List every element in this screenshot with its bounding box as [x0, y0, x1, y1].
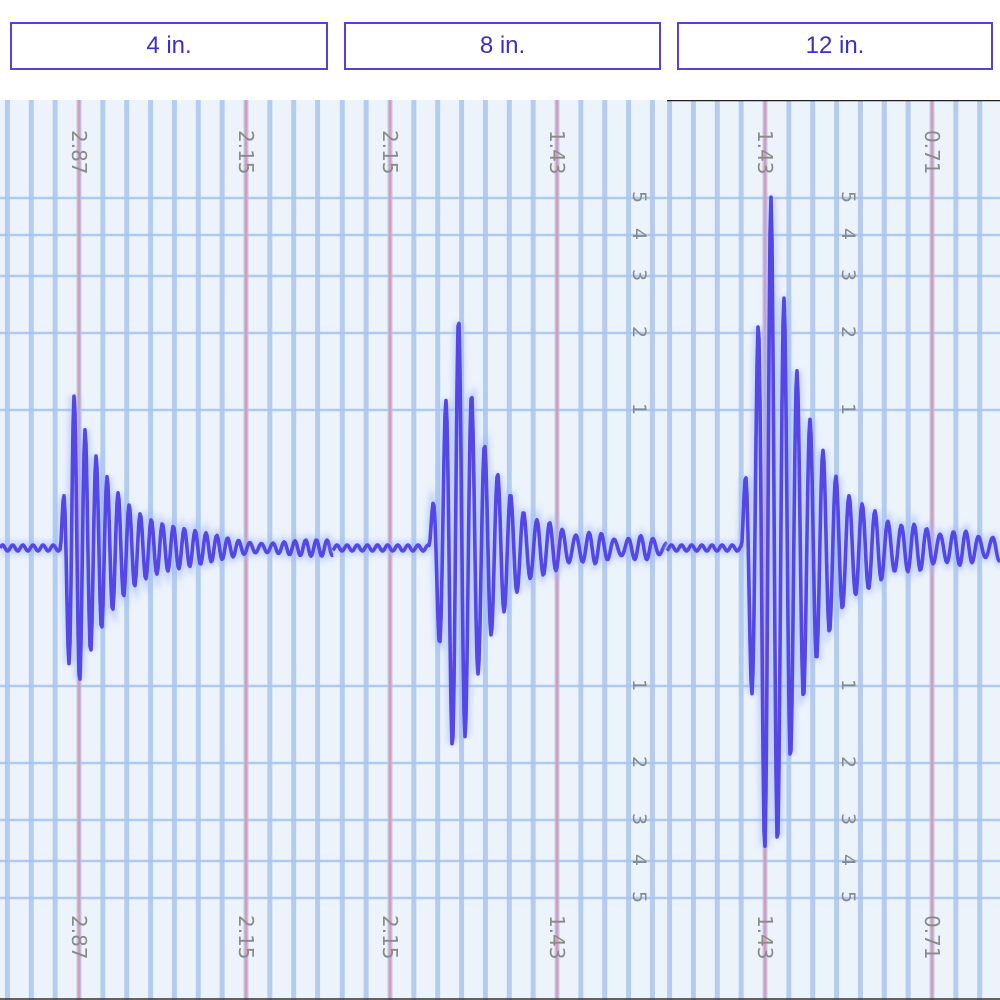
tab-4-in[interactable]: 4 in.	[10, 22, 328, 70]
amplitude-tick-label: 2	[837, 756, 859, 768]
amplitude-tick-label: 5	[628, 891, 650, 903]
time-tick-label: 1.43	[753, 130, 777, 175]
seismogram-trace	[665, 195, 1000, 848]
labels: 2.87 2.15 2.87 2.15 2.15 1.43 2.15 1.43 1.43 0.71…	[67, 130, 944, 960]
time-tick-label: 1.43	[545, 915, 569, 960]
time-tick-label: 2.15	[378, 130, 402, 175]
amplitude-tick-label: 2	[628, 326, 650, 338]
amplitude-tick-label: 1	[628, 403, 650, 415]
time-tick-label: 1.43	[753, 915, 777, 960]
amplitude-tick-label: 1	[628, 679, 650, 691]
time-tick-label: 2.87	[67, 915, 91, 960]
amplitude-tick-label: 1	[837, 403, 859, 415]
tab-12-in[interactable]: 12 in.	[677, 22, 993, 70]
time-tick-label: 2.15	[234, 915, 258, 960]
time-tick-label: 0.71	[920, 915, 944, 960]
amplitude-tick-label: 4	[837, 228, 859, 240]
seismograph-chart: 2.87 2.15 2.87 2.15 2.15 1.43 2.15 1.43 1.43 0.71…	[0, 100, 1000, 1000]
seismograph-svg: 2.87 2.15 2.87 2.15 2.15 1.43 2.15 1.43 1.43 0.71…	[0, 100, 1000, 1000]
amplitude-tick-label: 4	[837, 854, 859, 866]
amplitude-tick-label: 5	[837, 891, 859, 903]
amplitude-tick-label: 4	[628, 854, 650, 866]
seismogram-trace	[0, 394, 334, 681]
seismogram-trace	[331, 321, 668, 746]
tab-bar: 4 in. 8 in. 12 in.	[0, 0, 1000, 100]
amplitude-tick-label: 2	[837, 326, 859, 338]
amplitude-tick-label: 3	[837, 269, 859, 281]
traces	[0, 195, 1000, 848]
amplitude-tick-label: 3	[837, 813, 859, 825]
amplitude-tick-label: 5	[628, 191, 650, 203]
time-tick-label: 2.15	[378, 915, 402, 960]
amplitude-tick-label: 5	[837, 191, 859, 203]
time-tick-label: 2.15	[234, 130, 258, 175]
amplitude-tick-label: 3	[628, 269, 650, 281]
amplitude-tick-label: 4	[628, 228, 650, 240]
amplitude-tick-label: 1	[837, 679, 859, 691]
tab-8-in[interactable]: 8 in.	[344, 22, 661, 70]
time-tick-label: 2.87	[67, 130, 91, 175]
time-tick-label: 1.43	[545, 130, 569, 175]
amplitude-tick-label: 2	[628, 756, 650, 768]
time-tick-label: 0.71	[920, 130, 944, 175]
amplitude-tick-label: 3	[628, 813, 650, 825]
